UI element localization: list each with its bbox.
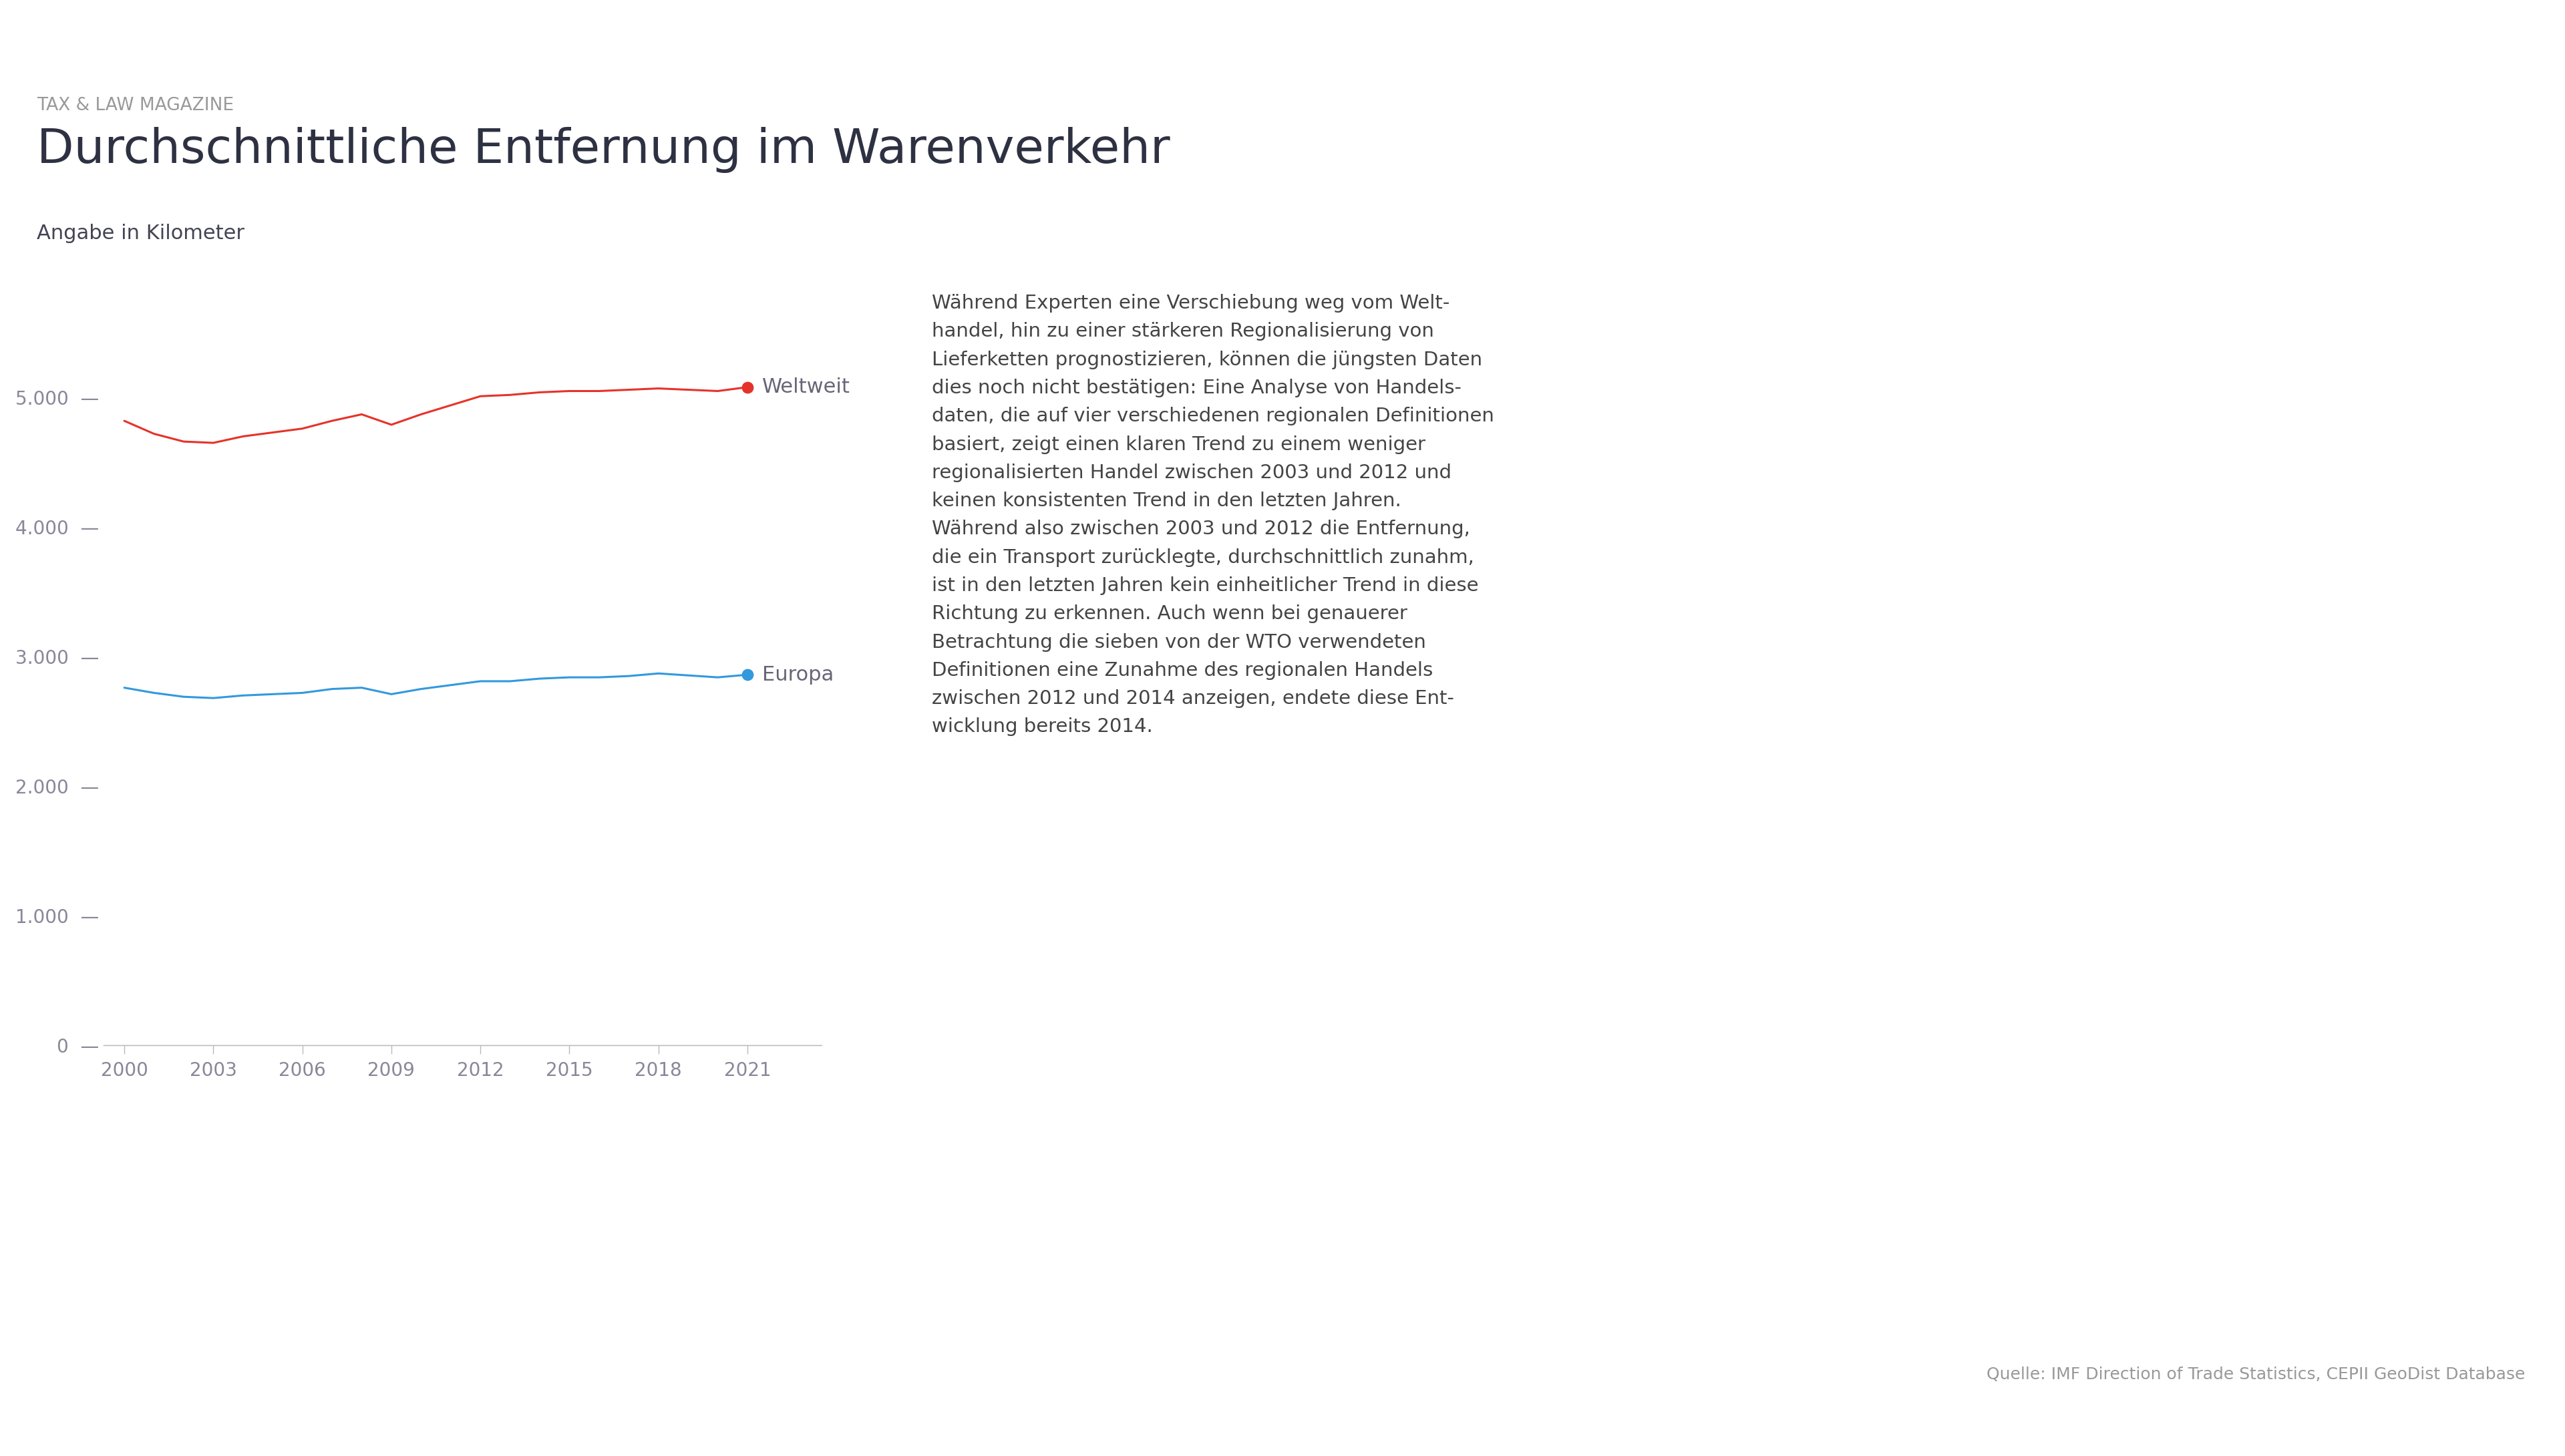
Text: Angabe in Kilometer: Angabe in Kilometer — [36, 224, 244, 243]
Text: Weltweit: Weltweit — [762, 377, 852, 397]
Point — [726, 662, 767, 686]
Text: TAX & LAW MAGAZINE: TAX & LAW MAGAZINE — [36, 98, 233, 114]
Text: Durchschnittliche Entfernung im Warenverkehr: Durchschnittliche Entfernung im Warenver… — [36, 127, 1170, 173]
Text: Während Experten eine Verschiebung weg vom Welt-
handel, hin zu einer stärkeren : Während Experten eine Verschiebung weg v… — [931, 294, 1495, 737]
Text: Quelle: IMF Direction of Trade Statistics, CEPII GeoDist Database: Quelle: IMF Direction of Trade Statistic… — [1985, 1367, 2524, 1383]
Text: Europa: Europa — [762, 665, 834, 684]
Point — [726, 376, 767, 399]
